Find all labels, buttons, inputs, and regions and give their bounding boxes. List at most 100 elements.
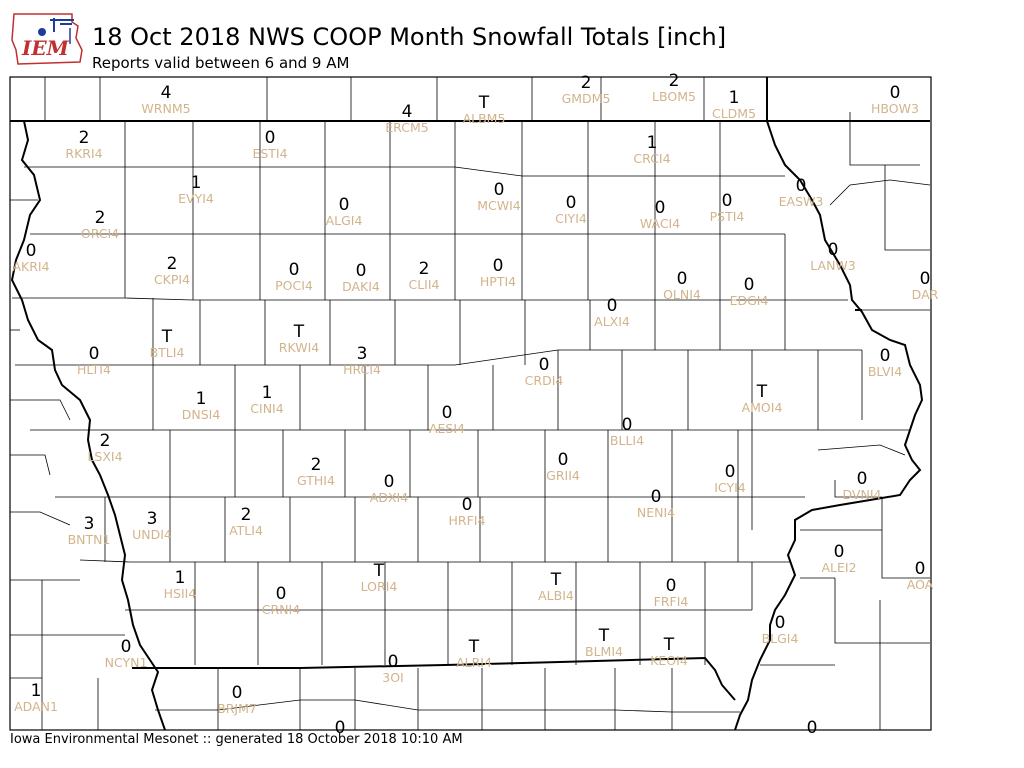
station-id-label: CRNI4 <box>262 602 300 617</box>
station-id-label: ALXI4 <box>594 314 630 329</box>
snowfall-value: 0 <box>828 240 839 260</box>
station-id-label: HBOW3 <box>871 101 919 116</box>
snowfall-value: 0 <box>890 83 901 103</box>
page-title: 18 Oct 2018 NWS COOP Month Snowfall Tota… <box>92 23 727 51</box>
station-id-label: GMDM5 <box>562 91 611 106</box>
state-boundaries <box>10 77 930 730</box>
station-id-label: PSTI4 <box>710 209 745 224</box>
station-id-label: AKRI4 <box>12 259 49 274</box>
snowfall-value: 0 <box>920 269 931 289</box>
snowfall-value: 1 <box>262 383 273 403</box>
station-id-label: CLII4 <box>408 277 439 292</box>
snowfall-value: 0 <box>289 260 300 280</box>
station-id-label: CIYI4 <box>555 211 587 226</box>
station-id-label: ALBI4 <box>538 588 574 603</box>
snowfall-value: 0 <box>335 718 346 738</box>
snowfall-value: 2 <box>311 455 322 475</box>
snowfall-value: 0 <box>807 718 818 738</box>
snowfall-value: 0 <box>339 195 350 215</box>
snowfall-value: 0 <box>89 344 100 364</box>
snowfall-value: 0 <box>677 269 688 289</box>
snowfall-value: 2 <box>79 128 90 148</box>
station-id-label: ERCM5 <box>385 120 428 135</box>
station-id-label: ALBM5 <box>463 111 506 126</box>
station-id-label: BLMI4 <box>585 644 623 659</box>
snowfall-value: 0 <box>493 256 504 276</box>
station-id-label: AMOI4 <box>742 400 783 415</box>
station-id-label: LANW3 <box>810 258 855 273</box>
station-id-label: AOA <box>907 577 934 592</box>
footer-credit: Iowa Environmental Mesonet :: generated … <box>10 732 463 747</box>
snowfall-value: 0 <box>388 652 399 672</box>
station-id-label: BLGI4 <box>762 631 799 646</box>
snowfall-value: 0 <box>356 261 367 281</box>
snowfall-value: 3 <box>357 344 368 364</box>
station-id-label: LBOM5 <box>652 89 696 104</box>
snowfall-value: 0 <box>26 241 37 261</box>
iem-logo: IEM <box>10 10 86 68</box>
logo-text: IEM <box>21 36 70 60</box>
station-id-label: DVNI4 <box>843 487 882 502</box>
snowfall-value: T <box>293 322 305 342</box>
snowfall-value: 1 <box>175 568 186 588</box>
station-id-label: WACI4 <box>640 216 680 231</box>
snowfall-value: 0 <box>462 495 473 515</box>
snowfall-value: 2 <box>100 431 111 451</box>
snowfall-value: 0 <box>666 576 677 596</box>
snowfall-value: 0 <box>722 191 733 211</box>
station-id-label: OLNI4 <box>663 287 701 302</box>
station-id-label: LSXI4 <box>87 449 122 464</box>
snowfall-value: 0 <box>651 487 662 507</box>
snowfall-value: 0 <box>744 275 755 295</box>
station-id-label: ICYI4 <box>714 480 746 495</box>
station-id-label: 3OI <box>382 670 403 685</box>
station-id-label: UNDI4 <box>132 527 172 542</box>
station-id-label: POCI4 <box>275 278 313 293</box>
snowfall-value: 0 <box>775 613 786 633</box>
snowfall-value: 1 <box>729 88 740 108</box>
station-id-label: HRFI4 <box>449 513 486 528</box>
snowfall-value: 1 <box>31 681 42 701</box>
station-id-label: ALEI2 <box>821 560 856 575</box>
snowfall-value: 2 <box>581 73 592 93</box>
snowfall-value: 0 <box>834 542 845 562</box>
station-id-label: GRII4 <box>546 468 580 483</box>
station-id-label: CLDM5 <box>712 106 756 121</box>
station-id-label: LORI4 <box>361 579 398 594</box>
station-id-label: RKWI4 <box>279 340 319 355</box>
station-id-label: EVYI4 <box>178 191 214 206</box>
snowfall-value: 2 <box>167 254 178 274</box>
station-id-label: BLLI4 <box>610 433 644 448</box>
snowfall-value: 2 <box>241 505 252 525</box>
station-id-label: BRJM7 <box>217 701 257 716</box>
snowfall-value: 0 <box>857 469 868 489</box>
station-id-label: RKRI4 <box>65 146 102 161</box>
station-id-label: BLVI4 <box>868 364 902 379</box>
snowfall-value: 0 <box>796 176 807 196</box>
snowfall-value: 0 <box>539 355 550 375</box>
snowfall-value: 0 <box>442 403 453 423</box>
station-id-label: ATLI4 <box>229 523 263 538</box>
station-id-label: WRNM5 <box>141 101 190 116</box>
snowfall-value: 1 <box>196 389 207 409</box>
snowfall-value: 0 <box>622 415 633 435</box>
station-id-label: ALGI4 <box>326 213 363 228</box>
county-boundaries <box>10 77 931 730</box>
snowfall-value: T <box>478 93 490 113</box>
snowfall-value: 0 <box>265 128 276 148</box>
snowfall-value: 0 <box>655 198 666 218</box>
station-id-label: ALRI4 <box>456 655 492 670</box>
snowfall-value: 0 <box>494 180 505 200</box>
station-id-label: BTLI4 <box>150 345 185 360</box>
snowfall-value: T <box>598 626 610 646</box>
snowfall-value: 4 <box>402 102 413 122</box>
snowfall-value: T <box>550 570 562 590</box>
map-geography <box>10 77 931 730</box>
station-id-label: AESI4 <box>429 421 465 436</box>
station-id-label: DNSI4 <box>182 407 221 422</box>
station-id-label: EASW3 <box>779 194 824 209</box>
station-id-label: ORCI4 <box>81 226 119 241</box>
snowfall-value: 2 <box>419 259 430 279</box>
station-id-label: KEOI4 <box>650 653 688 668</box>
